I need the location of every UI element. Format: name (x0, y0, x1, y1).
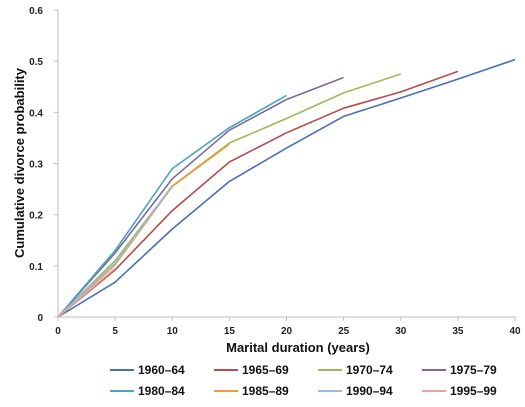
legend-label: 1980–84 (138, 384, 185, 398)
series-lines (57, 58, 516, 318)
y-tick-label: 0 (37, 313, 43, 324)
series-line-1995–99 (57, 267, 116, 318)
x-tick-label: 30 (395, 326, 407, 337)
series-line-1990–94 (57, 185, 173, 318)
legend-item: 1995–99 (422, 384, 497, 398)
legend-label: 1985–89 (242, 384, 289, 398)
y-axis-ticks: 0 0.1 0.2 0.3 0.4 0.5 0.6 (29, 6, 58, 324)
y-tick-label: 0.6 (29, 6, 43, 17)
legend: 1960–64 1965–69 1970–74 1975–79 1980–84 1985–… (110, 363, 497, 398)
series-line-1960–64 (57, 58, 516, 318)
x-tick-label: 0 (55, 326, 61, 337)
legend-item: 1980–84 (110, 384, 185, 398)
legend-item: 1985–89 (214, 384, 289, 398)
y-tick-label: 0.2 (29, 211, 43, 222)
x-tick-label: 5 (112, 326, 118, 337)
series-line-1975–79 (57, 76, 344, 318)
x-tick-label: 40 (509, 326, 521, 337)
series-line-1965–69 (57, 70, 459, 318)
x-tick-label: 20 (281, 326, 293, 337)
legend-item: 1990–94 (318, 384, 393, 398)
x-tick-label: 35 (452, 326, 464, 337)
legend-label: 1965–69 (242, 363, 289, 377)
series-line-1980–84 (57, 94, 287, 318)
legend-item: 1960–64 (110, 363, 185, 377)
legend-label: 1970–74 (346, 363, 393, 377)
legend-label: 1995–99 (450, 384, 497, 398)
y-tick-label: 0.1 (29, 262, 43, 273)
x-tick-label: 15 (224, 326, 236, 337)
legend-label: 1975–79 (450, 363, 497, 377)
legend-item: 1965–69 (214, 363, 289, 377)
y-tick-label: 0.5 (29, 57, 43, 68)
legend-item: 1975–79 (422, 363, 497, 377)
x-axis-ticks: 0 5 10 15 20 25 30 35 40 (55, 317, 521, 337)
x-axis-title: Marital duration (years) (226, 340, 370, 355)
y-tick-label: 0.4 (29, 108, 43, 119)
legend-item: 1970–74 (318, 363, 393, 377)
y-axis-title: Cumulative divorce probability (12, 67, 27, 258)
x-tick-label: 25 (338, 326, 350, 337)
x-tick-label: 10 (167, 326, 179, 337)
y-tick-label: 0.3 (29, 160, 43, 171)
legend-label: 1990–94 (346, 384, 393, 398)
legend-label: 1960–64 (138, 363, 185, 377)
series-line-1970–74 (57, 73, 402, 318)
